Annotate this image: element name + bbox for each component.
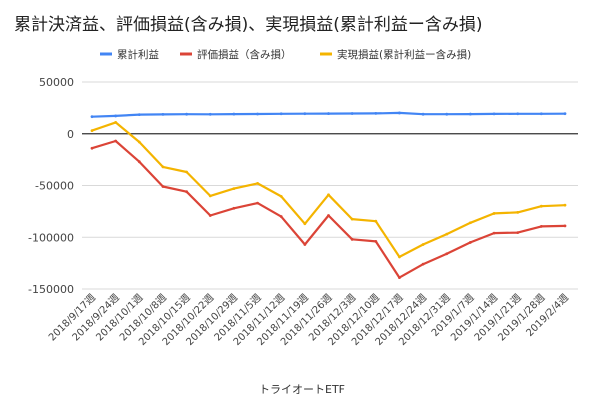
data-point [208, 112, 212, 116]
data-point [114, 139, 118, 143]
data-point [279, 194, 283, 198]
data-point [185, 170, 189, 174]
data-point [516, 211, 520, 214]
data-point [114, 114, 118, 118]
data-point [185, 112, 189, 116]
data-point [492, 231, 496, 235]
data-point [374, 239, 378, 243]
data-point [161, 185, 165, 188]
y-tick-label: -150000 [28, 283, 74, 296]
data-point [137, 113, 141, 117]
data-point [350, 112, 354, 115]
y-tick-label: -50000 [35, 180, 74, 193]
y-tick-label: 50000 [39, 76, 74, 89]
data-point [208, 214, 212, 217]
legend-label: 累計利益 [117, 48, 159, 61]
data-point [469, 241, 472, 244]
data-point [421, 262, 425, 266]
data-point [563, 203, 567, 207]
data-point [161, 165, 165, 169]
data-point [492, 212, 496, 215]
data-point [539, 204, 543, 208]
series-line [91, 121, 566, 258]
data-point [398, 276, 401, 280]
data-point [303, 112, 307, 116]
data-point [161, 112, 165, 116]
legend-label: 実現損益(累計利益ー含み損) [337, 48, 471, 61]
series-line [91, 139, 566, 279]
data-point [327, 214, 330, 217]
data-point [469, 112, 472, 116]
data-point [421, 243, 425, 246]
data-point [279, 112, 283, 116]
data-point [445, 232, 449, 236]
data-point [327, 112, 330, 115]
data-point [279, 215, 283, 218]
data-point [350, 217, 354, 221]
data-point [563, 112, 567, 116]
data-point [327, 193, 330, 197]
data-point [256, 201, 259, 205]
data-point [539, 112, 543, 116]
data-point [492, 112, 496, 116]
data-point [398, 111, 401, 115]
data-point [539, 224, 543, 228]
data-point [303, 243, 307, 246]
data-point [208, 194, 212, 198]
data-point [90, 129, 94, 133]
data-point [445, 252, 449, 256]
y-tick-label: -100000 [28, 231, 74, 244]
data-point [421, 112, 425, 116]
legend-label: 評価損益（含み損） [197, 48, 292, 61]
data-point [350, 237, 354, 241]
data-point [303, 222, 307, 226]
x-axis-label: トライオートETF [259, 383, 345, 396]
data-point [256, 112, 259, 116]
data-point [563, 224, 567, 228]
data-point [445, 112, 449, 116]
data-point [232, 112, 236, 116]
data-point [256, 182, 259, 185]
data-point [137, 160, 141, 164]
data-point [232, 187, 236, 191]
data-point [469, 221, 472, 225]
data-point [90, 146, 94, 150]
data-point [137, 140, 141, 144]
data-point [516, 231, 520, 234]
data-point [232, 206, 236, 210]
data-point [516, 112, 520, 116]
chart-title: 累計決済益、評価損益(含み損)、実現損益(累計利益ー含み損) [14, 15, 483, 35]
data-point [185, 190, 189, 194]
data-point [114, 120, 118, 124]
data-point [374, 111, 378, 115]
data-point [398, 255, 401, 259]
data-point [90, 115, 94, 119]
data-point [374, 219, 378, 223]
y-tick-label: 0 [67, 128, 74, 141]
